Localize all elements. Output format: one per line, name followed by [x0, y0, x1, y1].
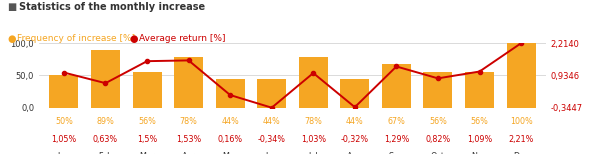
- Text: 56%: 56%: [429, 117, 447, 126]
- Bar: [424, 72, 452, 108]
- Text: 1,29%: 1,29%: [384, 135, 409, 144]
- Text: 78%: 78%: [304, 117, 322, 126]
- Text: 56%: 56%: [138, 117, 156, 126]
- Bar: [340, 79, 370, 108]
- Bar: [465, 72, 494, 108]
- Bar: [215, 79, 245, 108]
- Bar: [299, 57, 328, 108]
- Bar: [257, 79, 286, 108]
- Text: 0,63%: 0,63%: [93, 135, 118, 144]
- Text: Feb: Feb: [98, 152, 113, 154]
- Text: Oct: Oct: [431, 152, 445, 154]
- Text: 56%: 56%: [470, 117, 488, 126]
- Text: 1,53%: 1,53%: [176, 135, 201, 144]
- Bar: [49, 75, 79, 108]
- Text: ●: ●: [129, 34, 137, 44]
- Text: 1,03%: 1,03%: [301, 135, 326, 144]
- Text: Jun: Jun: [266, 152, 278, 154]
- Text: Jul: Jul: [308, 152, 318, 154]
- Text: Statistics of the monthly increase: Statistics of the monthly increase: [19, 2, 205, 12]
- Text: 1,5%: 1,5%: [137, 135, 157, 144]
- Bar: [506, 43, 536, 108]
- Text: 89%: 89%: [97, 117, 115, 126]
- Text: Nov: Nov: [472, 152, 487, 154]
- Text: 1,05%: 1,05%: [52, 135, 77, 144]
- Text: 0,82%: 0,82%: [425, 135, 451, 144]
- Bar: [174, 57, 203, 108]
- Text: -0,32%: -0,32%: [341, 135, 369, 144]
- Text: 44%: 44%: [263, 117, 281, 126]
- Text: 78%: 78%: [179, 117, 197, 126]
- Text: May: May: [222, 152, 238, 154]
- Text: 50%: 50%: [55, 117, 73, 126]
- Text: 100%: 100%: [509, 117, 532, 126]
- Text: ■: ■: [7, 2, 16, 12]
- Text: Mar: Mar: [139, 152, 155, 154]
- Text: Sep: Sep: [389, 152, 404, 154]
- Text: 2,21%: 2,21%: [508, 135, 534, 144]
- Text: Apr: Apr: [182, 152, 196, 154]
- Text: 44%: 44%: [346, 117, 364, 126]
- Text: 44%: 44%: [221, 117, 239, 126]
- Bar: [382, 65, 411, 108]
- Bar: [133, 72, 161, 108]
- Text: 1,09%: 1,09%: [467, 135, 492, 144]
- Text: 0,16%: 0,16%: [218, 135, 243, 144]
- Text: Jan: Jan: [58, 152, 70, 154]
- Text: Frequency of increase [%]: Frequency of increase [%]: [17, 34, 135, 43]
- Text: 67%: 67%: [388, 117, 406, 126]
- Text: Average return [%]: Average return [%]: [139, 34, 225, 43]
- Text: -0,34%: -0,34%: [258, 135, 286, 144]
- Text: ●: ●: [7, 34, 16, 44]
- Text: Dec: Dec: [513, 152, 529, 154]
- Text: Aug: Aug: [347, 152, 362, 154]
- Bar: [91, 50, 120, 108]
